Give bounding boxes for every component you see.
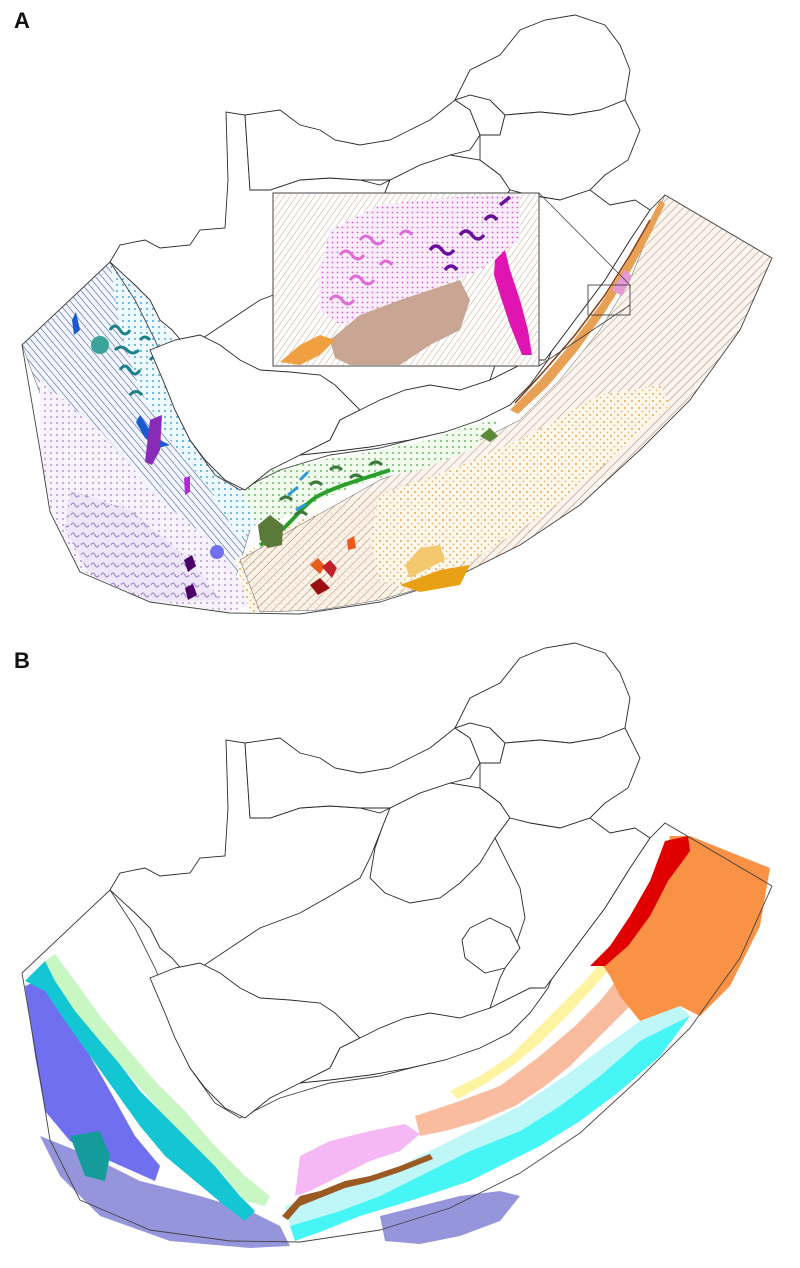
province-b-limpopo — [454, 642, 631, 744]
feature-purple-dot-1 — [184, 555, 196, 572]
zone-b-lavender-south — [380, 1191, 520, 1244]
feature-squiggle-teal — [108, 324, 162, 397]
feature-red-reef-2 — [310, 578, 330, 595]
zone-south-shelf-green — [240, 420, 500, 520]
country-b-lesotho — [461, 917, 521, 974]
province-b-western-cape — [149, 962, 361, 1119]
feature-red-reef-1 — [322, 560, 337, 578]
province-b-kwazulu-natal — [489, 817, 651, 1009]
feature-green-knob — [480, 428, 498, 442]
land-provinces-a — [109, 14, 651, 491]
province-eastern-cape — [299, 329, 561, 456]
zone-b-mint-coast — [45, 954, 270, 1206]
inset-coast-orange — [280, 335, 335, 365]
feature-purple-blob — [145, 415, 162, 465]
feature-green-dashes — [278, 460, 384, 517]
feature-magenta-small — [184, 476, 190, 495]
map-panel-a — [21, 14, 773, 615]
inset-pink-squiggles — [328, 229, 414, 306]
inset-marker-box — [587, 284, 631, 316]
feature-blue-strip — [136, 415, 170, 448]
feature-pink-east — [612, 270, 632, 296]
feature-orange-reef-2 — [347, 536, 356, 550]
panel-label-b: B — [14, 648, 30, 673]
zone-b-red — [590, 836, 690, 966]
land-provinces-b — [109, 642, 651, 1119]
feature-gold-bank-light — [405, 545, 445, 578]
province-b-eastern-cape — [299, 957, 561, 1084]
panel-label-a: A — [14, 8, 30, 33]
zone-b-yellow — [450, 958, 615, 1099]
feature-gold-bank — [400, 565, 470, 592]
zone-b-aqua-pale — [285, 1006, 690, 1226]
inset-pink-zone — [318, 194, 520, 325]
zone-b-pink — [295, 1124, 420, 1196]
zone-b-blue-west — [25, 976, 160, 1181]
zone-b-teal-small — [70, 1131, 110, 1181]
feature-blue-small — [72, 312, 80, 335]
zone-b-brown-coast — [282, 1154, 433, 1220]
coastal-features-a — [72, 200, 665, 600]
feature-green-blob — [258, 515, 283, 548]
feature-teal-circle — [91, 336, 109, 354]
inset-brown-blob — [330, 280, 470, 365]
province-b-free-state — [369, 782, 511, 904]
feature-purple-dot-2 — [185, 584, 197, 600]
zone-b-peach — [415, 961, 640, 1136]
zone-b-cyan-dark — [25, 961, 255, 1221]
feature-blue-dashes — [287, 470, 310, 512]
zone-southwest-squiggle — [65, 490, 220, 602]
inset-purple-squiggles — [428, 195, 512, 272]
inset-magenta-strip — [494, 250, 532, 355]
zoom-inset — [272, 192, 631, 367]
inset-connector-1 — [538, 192, 631, 286]
feature-violet-dot — [210, 545, 224, 559]
province-limpopo — [454, 14, 631, 116]
marine-zones-b — [21, 822, 773, 1248]
feature-orange-reef — [310, 558, 325, 574]
map-panel-b — [21, 642, 773, 1248]
zone-south-peach-dots — [370, 385, 670, 590]
